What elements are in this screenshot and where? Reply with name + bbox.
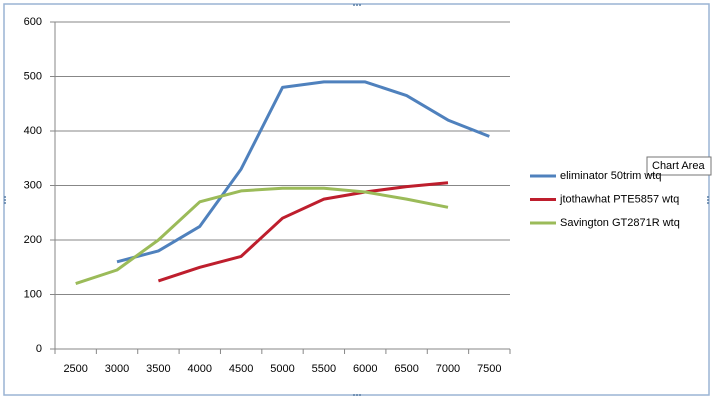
x-tick-label: 6000 xyxy=(353,363,377,375)
legend: eliminator 50trim wtq jtothawhat PTE5857 … xyxy=(530,170,680,229)
x-tick-label: 2500 xyxy=(63,363,87,375)
y-tick-label: 600 xyxy=(24,16,42,28)
y-tick-label: 100 xyxy=(24,288,42,300)
y-tick-label: 500 xyxy=(24,70,42,82)
series-line xyxy=(157,181,449,283)
x-tick-label: 4500 xyxy=(229,363,253,375)
resize-handles xyxy=(4,4,709,396)
series-line xyxy=(75,186,449,286)
tooltip-text: Chart Area xyxy=(652,160,705,172)
y-tick-label: 300 xyxy=(24,179,42,191)
legend-label: Savington GT2871R wtq xyxy=(560,217,680,229)
x-tick-label: 5000 xyxy=(270,363,294,375)
tooltip: Chart Area xyxy=(646,156,712,176)
x-tick-label: 5500 xyxy=(312,363,336,375)
legend-label: jtothawhat PTE5857 wtq xyxy=(559,193,679,205)
series-line xyxy=(116,80,490,264)
x-tick-label: 7000 xyxy=(436,363,460,375)
y-tick-label: 200 xyxy=(24,234,42,246)
x-tick-label: 3000 xyxy=(105,363,129,375)
x-tick-label: 7500 xyxy=(477,363,501,375)
x-tick-label: 6500 xyxy=(394,363,418,375)
x-tick-label: 4000 xyxy=(188,363,212,375)
x-tick-label: 3500 xyxy=(146,363,170,375)
plot-area: 0 100 200 300 400 500 600 2500 3000 3500 4000 4500 5… xyxy=(24,16,511,375)
y-tick-label: 400 xyxy=(24,125,42,137)
chart-area-border[interactable] xyxy=(3,3,710,396)
legend-label: eliminator 50trim wtq xyxy=(560,170,661,182)
tooltip-box xyxy=(646,156,712,176)
y-tick-label: 0 xyxy=(36,343,42,355)
